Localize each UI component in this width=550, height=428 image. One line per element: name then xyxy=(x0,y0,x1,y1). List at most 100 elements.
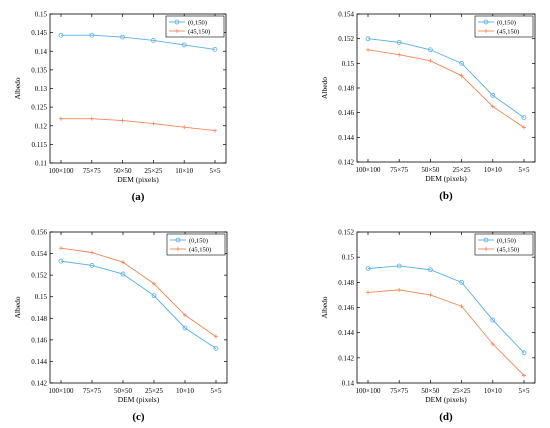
y-tick-label: 0.135 xyxy=(31,66,47,74)
y-tick-label: 0.15 xyxy=(342,60,355,68)
data-point xyxy=(490,341,495,346)
data-point xyxy=(182,125,187,130)
legend-marker-circle xyxy=(483,19,489,25)
data-point xyxy=(59,246,63,251)
y-axis-label: Albedo xyxy=(320,296,329,318)
y-tick-label: 0.152 xyxy=(338,35,354,43)
y-tick-label: 0.142 xyxy=(338,159,354,167)
x-tick-label: 75×75 xyxy=(390,166,408,174)
panel-label: (b) xyxy=(439,190,453,202)
data-point xyxy=(397,52,402,57)
legend-marker-plus xyxy=(176,247,180,251)
data-point xyxy=(213,346,219,351)
legend-marker-circle xyxy=(174,19,180,25)
legend-marker-plus xyxy=(175,29,179,33)
x-axis-label: DEM (pixels) xyxy=(118,395,160,404)
y-tick-label: 0.15 xyxy=(35,11,48,19)
x-tick-label: 100×100 xyxy=(49,387,74,395)
panel-label: (d) xyxy=(439,411,453,423)
series-line-1 xyxy=(367,265,525,354)
y-tick-label: 0.15 xyxy=(35,293,48,301)
data-point xyxy=(459,279,465,285)
legend-label: (0,150) xyxy=(497,19,516,26)
x-tick-label: 10×10 xyxy=(176,387,194,395)
x-tick-label: 100×100 xyxy=(49,167,74,175)
y-axis-label: Albedo xyxy=(320,77,329,99)
x-axis-label: DEM (pixels) xyxy=(117,175,159,184)
y-tick-label: 0.13 xyxy=(35,85,48,93)
x-tick-label: 100×100 xyxy=(356,166,381,174)
x-tick-label: 75×75 xyxy=(83,167,101,175)
legend-marker-circle xyxy=(175,237,181,243)
data-point xyxy=(182,325,188,331)
x-tick-label: 75×75 xyxy=(390,387,408,395)
data-point xyxy=(152,281,156,286)
y-tick-label: 0.144 xyxy=(31,358,47,366)
data-point xyxy=(121,260,125,265)
series-line-2 xyxy=(367,49,525,128)
y-axis-label: Albedo xyxy=(13,77,22,99)
y-tick-label: 0.142 xyxy=(31,380,47,388)
chart-panel-2: 0.142 0.144 0.146 0.148 0.15 0.152 0.154 100×10… xyxy=(320,11,536,202)
panel-label: (a) xyxy=(132,191,145,203)
legend-label: (45,150) xyxy=(497,246,519,253)
data-point xyxy=(365,36,371,42)
y-tick-label: 0.14 xyxy=(35,48,48,56)
y-tick-label: 0.14 xyxy=(342,380,355,388)
legend-box xyxy=(166,233,226,256)
y-tick-label: 0.144 xyxy=(338,134,354,142)
chart-panel-1: 0.11 0.115 0.12 0.125 0.13 0.135 0.14 0.145 0.15… xyxy=(13,11,227,203)
y-tick-label: 0.146 xyxy=(31,336,47,344)
chart-panel-4: 0.14 0.142 0.144 0.146 0.148 0.15 0.152 100×100… xyxy=(320,229,536,423)
data-point xyxy=(397,287,402,292)
data-point xyxy=(212,46,218,52)
data-point xyxy=(213,128,217,133)
y-tick-label: 0.11 xyxy=(35,160,47,168)
x-tick-label: 5×5 xyxy=(211,387,222,395)
x-tick-label: 25×25 xyxy=(453,166,471,174)
y-tick-label: 0.115 xyxy=(32,141,48,149)
data-point xyxy=(427,47,433,53)
data-point xyxy=(522,373,526,378)
y-tick-label: 0.148 xyxy=(338,279,354,287)
legend-box xyxy=(165,15,225,38)
data-point xyxy=(120,271,126,277)
series-line-1 xyxy=(60,260,217,349)
data-point xyxy=(89,263,95,268)
x-tick-label: 10×10 xyxy=(484,166,502,174)
x-tick-label: 5×5 xyxy=(519,166,530,174)
x-tick-label: 50×50 xyxy=(421,166,439,174)
legend-marker-plus xyxy=(484,247,488,251)
y-tick-label: 0.125 xyxy=(31,104,47,112)
y-tick-label: 0.15 xyxy=(342,254,355,262)
data-point xyxy=(59,116,63,121)
y-tick-label: 0.146 xyxy=(338,304,354,312)
legend-label: (0,150) xyxy=(188,19,207,26)
data-point xyxy=(214,334,218,339)
legend-box xyxy=(474,15,534,38)
y-tick-label: 0.154 xyxy=(338,11,354,19)
data-point xyxy=(120,118,125,123)
chart-panel-3: 0.142 0.144 0.146 0.148 0.15 0.152 0.154 0.156 1… xyxy=(13,229,228,423)
data-point xyxy=(490,317,496,323)
y-tick-label: 0.154 xyxy=(31,250,47,258)
x-tick-label: 25×25 xyxy=(144,167,162,175)
y-tick-label: 0.152 xyxy=(31,272,47,280)
legend-box xyxy=(474,233,534,256)
data-point xyxy=(490,104,495,109)
data-point xyxy=(58,258,64,264)
legend-label: (45,150) xyxy=(497,28,519,35)
data-point xyxy=(396,263,402,269)
x-axis-label: DEM (pixels) xyxy=(425,395,467,404)
data-point xyxy=(183,313,187,318)
legend-label: (45,150) xyxy=(189,246,211,253)
data-point xyxy=(459,60,465,66)
legend-label: (0,150) xyxy=(497,237,516,244)
data-point xyxy=(120,34,125,40)
data-point xyxy=(428,58,433,63)
data-point xyxy=(90,250,94,255)
y-tick-label: 0.12 xyxy=(35,122,48,130)
data-point xyxy=(181,42,187,48)
data-point xyxy=(490,93,496,98)
